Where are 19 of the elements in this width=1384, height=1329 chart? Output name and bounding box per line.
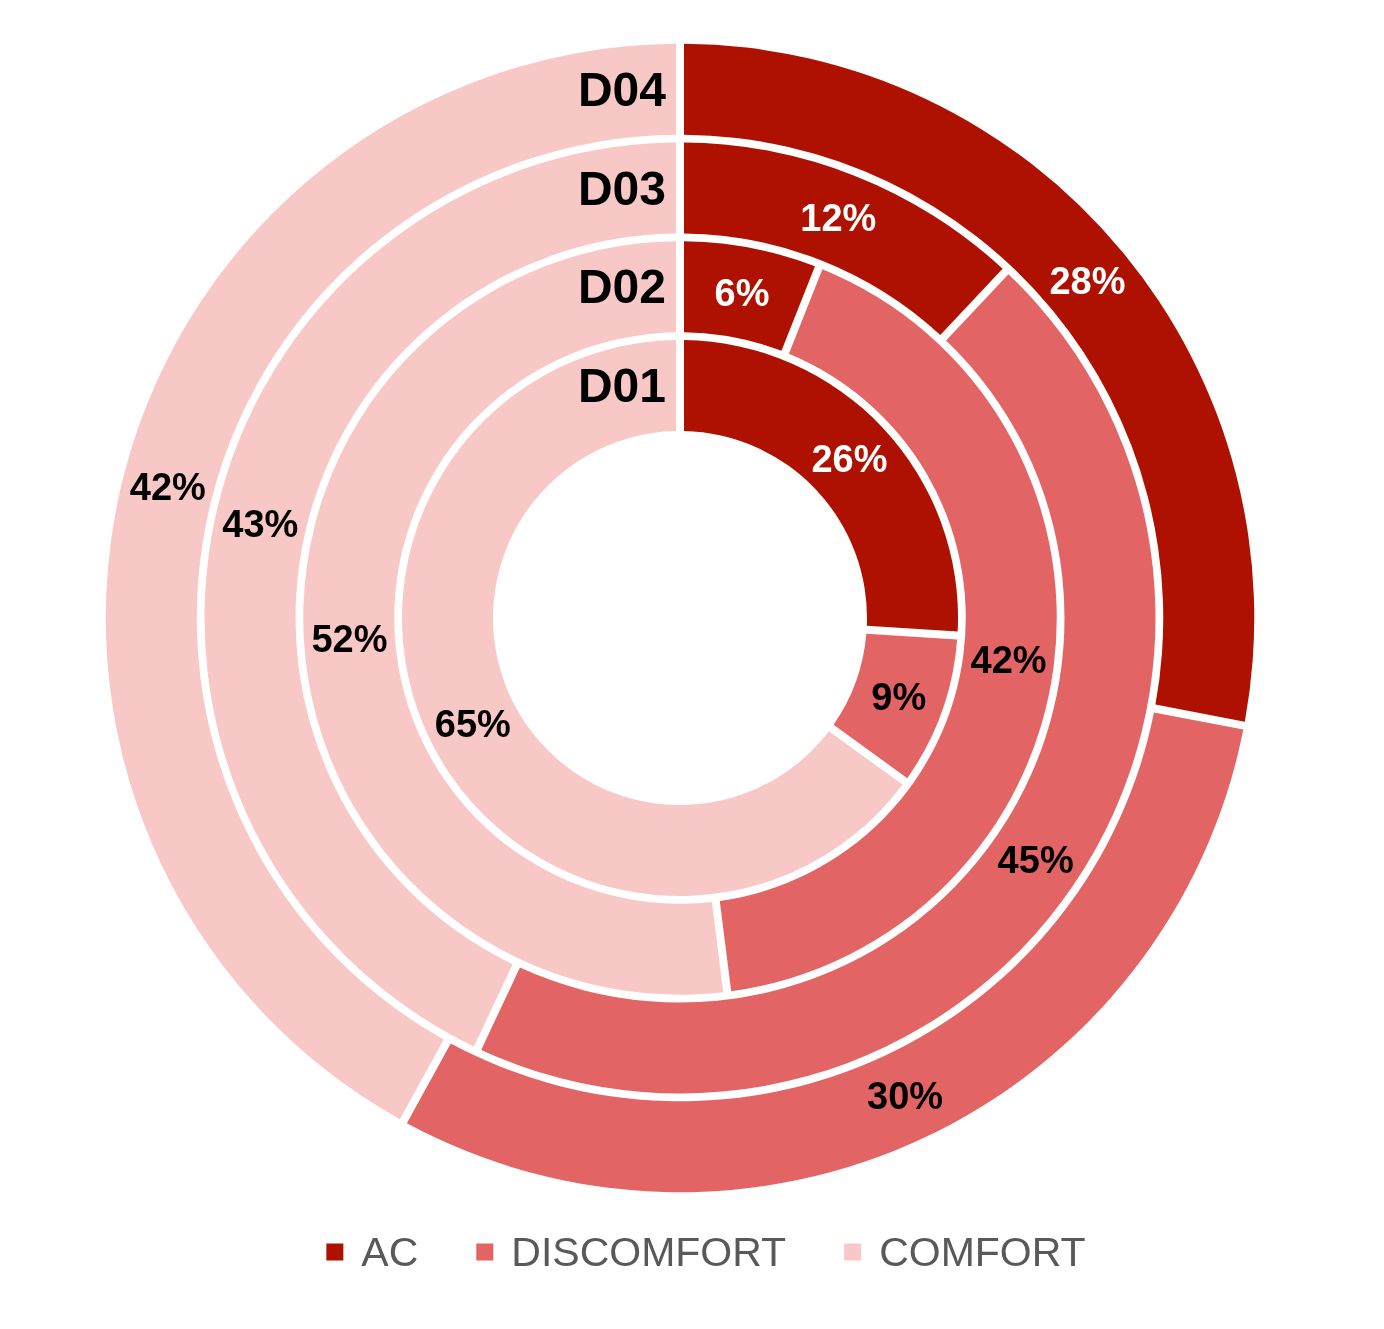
data-label: 9% [871, 675, 927, 718]
data-label: 45% [997, 838, 1074, 881]
data-label: 65% [434, 702, 511, 745]
data-label: 30% [867, 1075, 944, 1118]
slice-label: D02 [577, 260, 666, 314]
data-label: 28% [1049, 259, 1126, 302]
legend-label: DISCOMFORT [511, 1229, 787, 1275]
data-label: 26% [811, 437, 888, 480]
data-label: 12% [800, 197, 877, 240]
slice-label: D01 [577, 359, 666, 412]
slice-label: D04 [577, 62, 667, 116]
legend-label: COMFORT [879, 1229, 1086, 1275]
data-label: 43% [222, 503, 299, 546]
legend-label: AC [361, 1229, 419, 1275]
data-label: 42% [970, 638, 1047, 681]
data-label: 52% [311, 617, 388, 660]
data-label: 6% [714, 271, 770, 314]
slice-label: D03 [577, 161, 666, 215]
data-label: 42% [129, 465, 206, 508]
